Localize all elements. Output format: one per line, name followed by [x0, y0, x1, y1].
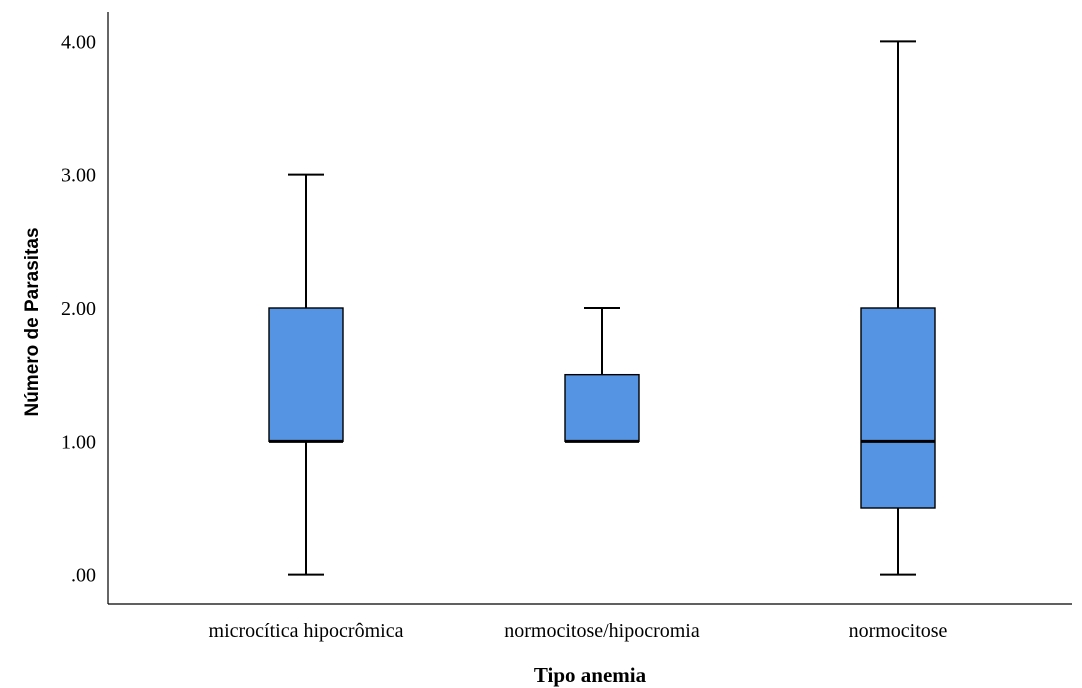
- axes: [107, 12, 1072, 605]
- x-category-label: normocitose: [849, 620, 948, 642]
- x-axis-category-labels: microcítica hipocrômica normocitose/hipoc…: [209, 620, 948, 642]
- iqr-box: [564, 373, 640, 443]
- y-tick-label: 1.00: [61, 431, 96, 453]
- iqr-box: [860, 307, 936, 509]
- x-axis-title: Tipo anemia: [534, 663, 647, 687]
- y-axis-ticks: .00 1.00 2.00 3.00 4.00: [61, 31, 96, 586]
- y-tick-label: 4.00: [61, 31, 96, 53]
- box-group: [860, 40, 936, 576]
- iqr-box: [268, 307, 344, 443]
- y-tick-label: .00: [71, 565, 96, 587]
- box-group: [268, 173, 344, 576]
- y-axis-title: Número de Parasitas: [22, 227, 43, 416]
- x-category-label: microcítica hipocrômica: [209, 620, 404, 642]
- y-tick-label: 2.00: [61, 298, 96, 320]
- x-category-label: normocitose/hipocromia: [504, 620, 700, 642]
- boxes: [268, 40, 936, 576]
- box-group: [564, 307, 640, 443]
- y-tick-label: 3.00: [61, 165, 96, 187]
